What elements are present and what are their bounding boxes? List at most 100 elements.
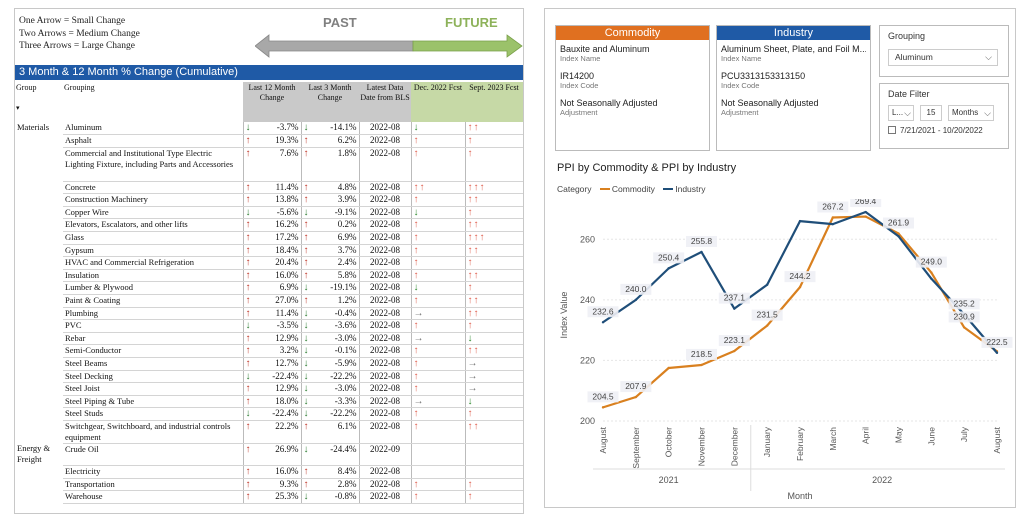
row-grouping: Commercial and Institutional Type Electr… (63, 147, 243, 182)
arrow-up-icon: ↑ (245, 358, 251, 369)
future-label: FUTURE (445, 15, 498, 30)
forecast-up-icon: ↑ (413, 244, 420, 256)
row-last3-change: ↑ 2.8% (300, 478, 359, 492)
header-last12[interactable]: Last 12 Month Change (243, 82, 301, 122)
series-line-commodity (602, 215, 998, 409)
grouping-dropdown[interactable]: Aluminum ⌵ (888, 49, 998, 66)
forecast-up-icon: ↑ (467, 147, 474, 159)
chevron-down-icon[interactable]: ⌵ (985, 52, 992, 62)
table-row[interactable]: Plumbing ↑ 11.4% ↓ -0.4% 2022-08 → ↑↑ (15, 307, 523, 321)
table-row[interactable]: HVAC and Commercial Refrigeration ↑ 20.4% ↑… (15, 256, 523, 270)
row-dec-forecast: ↑ (410, 193, 465, 207)
row-latest-date: 2022-08 (358, 231, 411, 245)
table-row[interactable]: Glass ↑ 17.2% ↑ 6.9% 2022-08 ↑ ↑↑↑ (15, 231, 523, 245)
row-last3-change: ↓ -3.0% (300, 382, 359, 396)
table-row[interactable]: Steel Piping & Tube ↑ 18.0% ↓ -3.3% 2022-08 → ↓ (15, 395, 523, 409)
row-last12-change-value: 22.2% (275, 420, 299, 431)
row-grouping: Switchgear, Switchboard, and industrial … (63, 420, 243, 444)
row-sept-forecast: ↑ (464, 147, 523, 182)
table-row[interactable]: Steel Beams ↑ 12.7% ↓ -5.9% 2022-08 ↑ → (15, 357, 523, 371)
x-tick-label: October (664, 427, 674, 457)
data-point (897, 235, 900, 238)
row-last3-change-value: -3.3% (334, 395, 357, 406)
data-label-bg (718, 335, 750, 347)
table-row[interactable]: PVC ↓ -3.5% ↓ -3.6% 2022-08 ↑ ↑ (15, 319, 523, 333)
table-row[interactable]: Paint & Coating ↑ 27.0% ↑ 1.2% 2022-08 ↑ ↑↑ (15, 294, 523, 308)
calendar-icon[interactable] (888, 126, 896, 134)
header-dec-fcst[interactable]: Dec. 2022 Fcst (411, 82, 465, 122)
row-latest-date: 2022-09 (358, 443, 411, 466)
arrow-up-icon: ↑ (245, 491, 251, 503)
arrow-down-icon: ↓ (245, 122, 251, 133)
table-row[interactable]: Lumber & Plywood ↑ 6.9% ↓ -19.1% 2022-08 ↓ ↑ (15, 281, 523, 296)
date-range[interactable]: 7/21/2021 - 10/20/2022 (888, 126, 1000, 135)
arrow-up-icon: ↑ (303, 244, 309, 256)
sort-icon[interactable]: ▾ (16, 104, 20, 112)
table-row[interactable]: Concrete ↑ 11.4% ↑ 4.8% 2022-08 ↑↑ ↑↑↑ (15, 181, 523, 195)
row-latest-date: 2022-08 (358, 147, 411, 182)
forecast-down-icon: ↓ (413, 206, 419, 218)
legend-commodity[interactable]: Commodity (611, 184, 655, 194)
date-count-input[interactable]: 15 (920, 105, 942, 121)
row-grouping: HVAC and Commercial Refrigeration (63, 256, 243, 270)
row-last12-change: ↑ 11.4% (242, 307, 301, 321)
table-row[interactable]: Semi-Conductor ↑ 3.2% ↓ -0.1% 2022-08 ↑ ↑↑ (15, 344, 523, 358)
row-last3-change-value: 2.8% (337, 478, 357, 489)
row-latest-date: 2022-08 (358, 269, 411, 283)
header-latest[interactable]: Latest Data Date from BLS (359, 82, 411, 122)
row-latest-date: 2022-08 (358, 193, 411, 207)
header-sept-fcst[interactable]: Sept. 2023 Fcst (465, 82, 523, 122)
header-group[interactable]: Group ▾ (16, 83, 37, 112)
table-row[interactable]: Elevators, Escalators, and other lifts ↑ 1… (15, 218, 523, 233)
header-grouping[interactable]: Grouping (64, 83, 95, 92)
row-sept-forecast: ↑↑ (464, 269, 523, 283)
arrow-up-icon: ↑ (245, 194, 251, 206)
row-dec-forecast: ↓ (410, 281, 465, 296)
row-last3-change-value: -9.1% (334, 206, 357, 217)
data-point (962, 326, 966, 329)
header-last3[interactable]: Last 3 Month Change (301, 82, 359, 122)
table-row[interactable]: Steel Joist ↑ 12.9% ↓ -3.0% 2022-08 ↑ → (15, 382, 523, 396)
table-row[interactable]: Electricity ↑ 16.0% ↑ 8.4% 2022-08 (15, 465, 523, 479)
row-group (15, 307, 63, 320)
table-row[interactable]: Construction Machinery ↑ 13.8% ↑ 3.9% 2022-08… (15, 193, 523, 207)
arrow-up-icon: ↑ (245, 269, 251, 281)
table-row[interactable]: Energy & Freight Crude Oil ↑ 26.9% ↓ -24.4% 20… (15, 443, 523, 466)
row-last3-change: ↑ 6.9% (300, 231, 359, 245)
table-row[interactable]: Materials Aluminum ↓ -3.7% ↓ -14.1% 2022-08 ↓ ↑↑ (15, 122, 523, 136)
data-label: 261.9 (888, 218, 910, 228)
x-tick-label: August (598, 426, 608, 453)
row-group (15, 181, 63, 194)
data-point (634, 298, 638, 302)
forecast-up-icon: ↑↑ (467, 295, 480, 307)
row-sept-forecast: ↑↑↑ (464, 231, 523, 245)
row-grouping: Steel Joist (63, 382, 243, 396)
commodity-index-name: Bauxite and Aluminum (560, 44, 650, 54)
table-row[interactable]: Rebar ↑ 12.9% ↓ -3.0% 2022-08 → ↓ (15, 332, 523, 346)
table-row[interactable]: Insulation ↑ 16.0% ↑ 5.8% 2022-08 ↑ ↑↑ (15, 269, 523, 283)
date-unit-dropdown[interactable]: Months ⌵ (948, 105, 994, 121)
row-grouping: Concrete (63, 181, 243, 195)
date-mode-dropdown[interactable]: L... ⌵ (888, 105, 914, 121)
row-last3-change-value: -0.8% (334, 491, 357, 502)
row-last3-change-value: -5.9% (334, 358, 357, 368)
row-last12-change-value: -22.4% (272, 408, 299, 419)
forecast-up-icon: ↑ (413, 219, 420, 231)
legend-industry[interactable]: Industry (675, 184, 706, 194)
row-grouping: Elevators, Escalators, and other lifts (63, 218, 243, 233)
table-row[interactable]: Switchgear, Switchboard, and industrial … (15, 420, 523, 444)
row-dec-forecast: ↑ (410, 490, 465, 504)
table-row[interactable]: Steel Decking ↓ -22.4% ↓ -22.2% 2022-08 ↑ → (15, 370, 523, 384)
table-row[interactable]: Warehouse ↑ 25.3% ↓ -0.8% 2022-08 ↑ ↑ (15, 490, 523, 504)
commodity-adjustment: Not Seasonally Adjusted (560, 98, 658, 108)
table-row[interactable]: Gypsum ↑ 18.4% ↑ 3.7% 2022-08 ↑ ↑↑ (15, 244, 523, 258)
table-row[interactable]: Transportation ↑ 9.3% ↑ 2.8% 2022-08 ↑ ↑ (15, 478, 523, 492)
table-row[interactable]: Asphalt ↑ 19.3% ↑ 6.2% 2022-08 ↑ ↑ (15, 134, 523, 148)
row-latest-date: 2022-08 (358, 294, 411, 308)
data-label: 267.2 (822, 201, 844, 211)
table-row[interactable]: Copper Wire ↓ -5.6% ↓ -9.1% 2022-08 ↓ ↑ (15, 206, 523, 220)
table-row[interactable]: Steel Studs ↓ -22.4% ↓ -22.2% 2022-08 ↑ ↑ (15, 407, 523, 421)
year-label: 2021 (659, 475, 679, 485)
forecast-up-icon: ↑↑ (467, 269, 480, 281)
table-row[interactable]: Commercial and Institutional Type Electr… (15, 147, 523, 182)
